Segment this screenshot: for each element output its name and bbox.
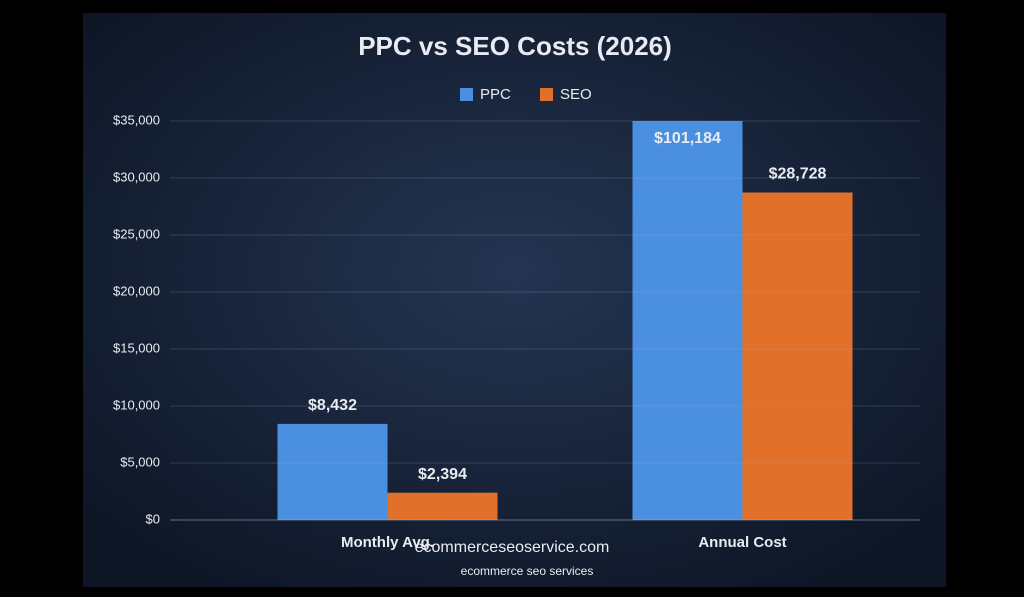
y-tick-label: $0	[146, 511, 160, 526]
legend-label: SEO	[560, 86, 592, 103]
caption: ecommerce seo services	[461, 564, 594, 578]
y-tick-label: $30,000	[113, 169, 160, 184]
x-tick-label: Monthly Avg.	[341, 534, 434, 551]
y-tick-label: $20,000	[113, 283, 160, 298]
chart-title: PPC vs SEO Costs (2026)	[358, 31, 672, 61]
y-tick-label: $25,000	[113, 226, 160, 241]
bar	[277, 423, 388, 520]
bar	[742, 192, 853, 520]
y-tick-label: $35,000	[113, 112, 160, 127]
x-tick-label: Annual Cost	[698, 534, 786, 551]
legend-swatch	[460, 88, 473, 101]
value-label: $8,432	[308, 397, 357, 414]
value-label: $2,394	[418, 466, 467, 483]
watermark: ecommerceseoservice.com	[415, 539, 610, 556]
value-label: $101,184	[654, 130, 721, 147]
plot-area	[277, 121, 853, 520]
value-label: $28,728	[769, 166, 827, 183]
y-tick-label: $10,000	[113, 397, 160, 412]
bar	[632, 121, 743, 520]
legend-label: PPC	[480, 86, 511, 103]
bar	[387, 492, 498, 520]
legend-swatch	[540, 88, 553, 101]
y-tick-label: $15,000	[113, 340, 160, 355]
y-tick-label: $5,000	[120, 454, 160, 469]
